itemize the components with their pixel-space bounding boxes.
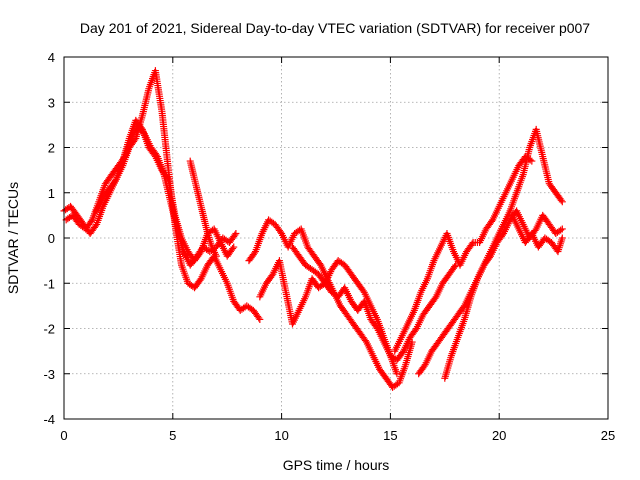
y-tick-label: 3 <box>48 95 55 110</box>
x-axis-label: GPS time / hours <box>283 457 390 473</box>
plot-frame <box>63 56 609 420</box>
data-point <box>231 231 239 239</box>
data-point <box>255 314 263 322</box>
data-point <box>137 124 145 132</box>
data-point <box>111 177 119 185</box>
chart-title: Day 201 of 2021, Sidereal Day-to-day VTE… <box>80 20 590 36</box>
y-tick-label: 0 <box>48 231 55 246</box>
data-point <box>212 252 220 260</box>
y-tick-label: -1 <box>43 276 55 291</box>
data-point <box>92 222 100 230</box>
data-point <box>557 226 565 234</box>
x-tick-label: 25 <box>601 428 615 443</box>
data-point <box>250 249 258 257</box>
data-point <box>468 240 476 248</box>
data-point <box>558 198 566 206</box>
series-track-e <box>245 216 416 391</box>
series-track-g <box>288 243 460 364</box>
y-tick-label: -2 <box>43 322 55 337</box>
data-point <box>87 217 95 225</box>
data-point <box>229 245 237 253</box>
y-tick-label: 1 <box>48 186 55 201</box>
data-point <box>528 157 536 165</box>
series-track-j <box>441 207 566 382</box>
y-tick-label: -3 <box>43 367 55 382</box>
data-points <box>60 67 566 391</box>
x-tick-label: 15 <box>383 428 397 443</box>
data-point <box>393 370 401 378</box>
data-point <box>163 174 171 182</box>
series-track-k <box>508 211 566 256</box>
data-point <box>232 229 240 237</box>
x-tick-label: 5 <box>169 428 176 443</box>
x-tick-label: 20 <box>492 428 506 443</box>
series-track-f <box>256 257 401 378</box>
data-point <box>196 249 204 257</box>
y-axis-label: SDTVAR / TECUs <box>5 182 21 294</box>
y-tick-label: 4 <box>48 50 55 65</box>
series-track-d <box>186 157 220 260</box>
data-point <box>451 263 459 271</box>
data-point <box>256 315 264 323</box>
x-tick-label: 10 <box>274 428 288 443</box>
series-track-a <box>60 67 264 323</box>
data-point <box>558 225 566 233</box>
data-point <box>557 196 565 204</box>
y-tick-label: 2 <box>48 141 55 156</box>
y-tick-label: -4 <box>43 412 55 427</box>
data-point <box>558 234 566 242</box>
data-point <box>230 243 238 251</box>
x-tick-label: 0 <box>60 428 67 443</box>
